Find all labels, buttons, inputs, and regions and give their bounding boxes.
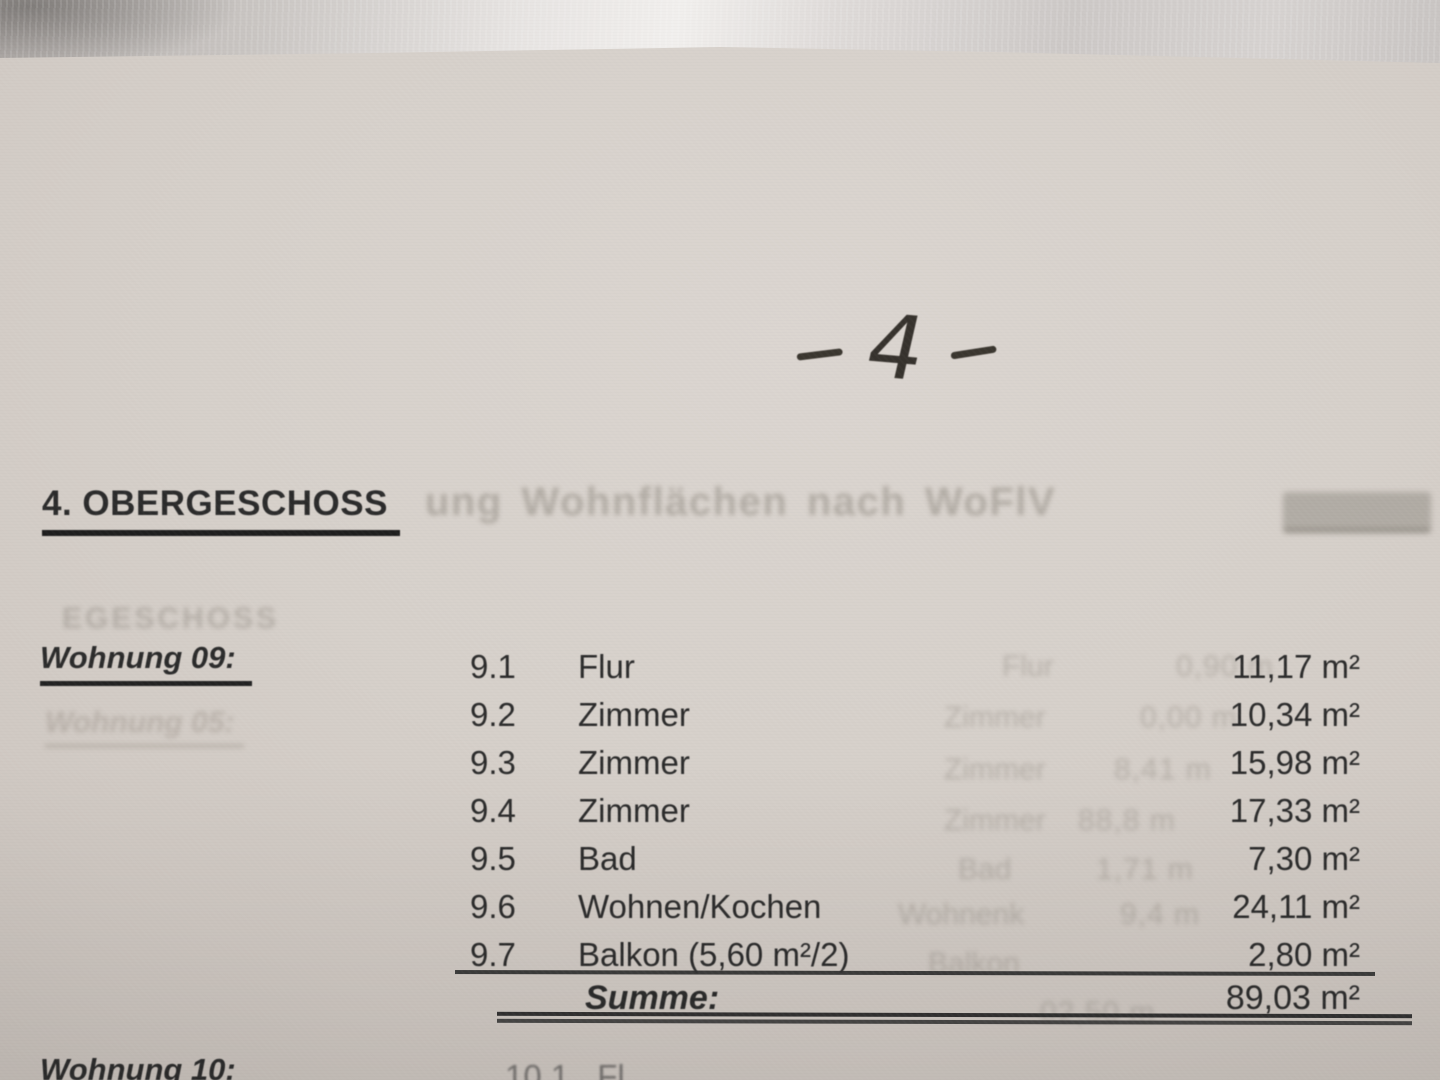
row-room: Wohnen/Kochen [578, 888, 822, 925]
table-row: 9.6 Wohnen/Kochen 24,11 m² [470, 886, 1360, 934]
ghost-smudge [1283, 492, 1431, 533]
row-area: 15,98 m² [1229, 744, 1360, 781]
row-number: 9.5 [470, 840, 516, 877]
handwritten-digit: 4 [856, 294, 936, 401]
handwritten-dash [796, 347, 843, 361]
row-area: 10,34 m² [1229, 696, 1360, 733]
row-room: Balkon (5,60 m²/2) [578, 936, 850, 973]
ghost-apartment-label: Wohnung 05: [45, 706, 245, 748]
apartment-10-partial-row: 10.1 Fl [505, 1058, 625, 1080]
table-row: 9.1 Flur 11,17 m² [470, 646, 1360, 694]
apartment-09-label: Wohnung 09: [40, 640, 252, 686]
summe-label: Summe: [585, 979, 720, 1017]
table-row: 9.5 Bad 7,30 m² [470, 838, 1360, 886]
area-table-rows: 9.1 Flur 11,17 m² 9.2 Zimmer 10,34 m² 9.… [470, 646, 1360, 982]
row-room: Flur [578, 648, 635, 685]
row-room: Bad [578, 840, 637, 877]
apartment-10-label: Wohnung 10: [40, 1052, 236, 1080]
row-area: 17,33 m² [1229, 792, 1360, 829]
row-number: 9.6 [470, 888, 516, 925]
table-row: 9.2 Zimmer 10,34 m² [470, 694, 1360, 742]
summe-value: 89,03 m² [1225, 979, 1360, 1017]
row-room: Fl [597, 1058, 625, 1080]
section-heading: 4. OBERGESCHOSS [42, 484, 400, 536]
row-area: 2,80 m² [1248, 936, 1360, 973]
ghost-header-bleed: ung Wohnflächen nach WoFlV [425, 480, 1057, 524]
handwritten-dash [950, 344, 997, 360]
row-number: 9.2 [470, 696, 516, 733]
table-row: 9.7 Balkon (5,60 m²/2) 2,80 m² [470, 934, 1360, 982]
row-number: 9.3 [470, 744, 516, 781]
handwritten-page-number: 4 [796, 294, 1086, 401]
ghost-left-top-text: EGESCHOSS [62, 602, 280, 635]
table-row: 9.4 Zimmer 17,33 m² [470, 790, 1360, 838]
row-area: 7,30 m² [1248, 840, 1360, 877]
row-room: Zimmer [578, 792, 690, 829]
row-number: 10.1 [505, 1058, 570, 1080]
row-area: 24,11 m² [1232, 888, 1360, 925]
glossy-table-surface [0, 0, 1440, 63]
row-number: 9.4 [470, 792, 516, 829]
row-number: 9.1 [470, 648, 516, 685]
table-row: 9.3 Zimmer 15,98 m² [470, 742, 1360, 790]
summe-row: Summe: 89,03 m² [470, 979, 1360, 1018]
row-number: 9.7 [470, 936, 516, 973]
row-area: 11,17 m² [1232, 648, 1360, 685]
table-rule-double [496, 1011, 1413, 1026]
row-room: Zimmer [578, 696, 690, 733]
row-room: Zimmer [578, 744, 690, 781]
